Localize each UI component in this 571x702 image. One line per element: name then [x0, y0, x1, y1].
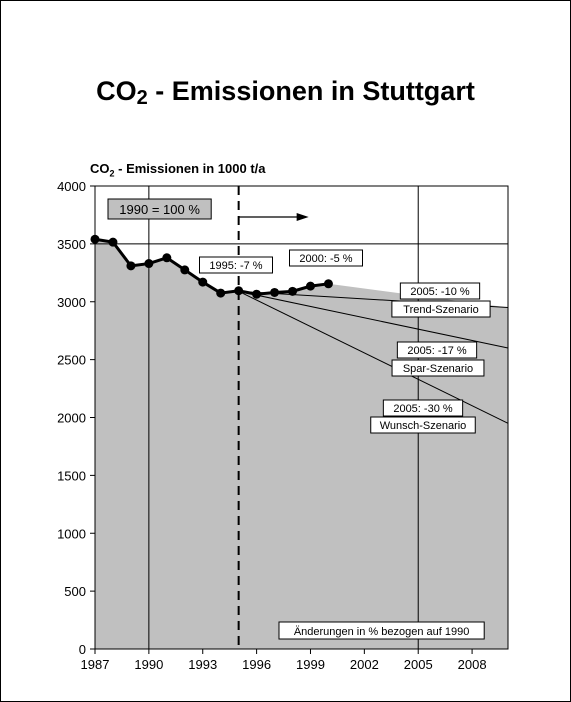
y-tick-label-500: 500 [64, 584, 86, 599]
note-box [278, 621, 485, 640]
y-tick-label-3000: 3000 [57, 295, 86, 310]
data-point-1994 [216, 288, 226, 298]
data-point-1988 [108, 237, 118, 247]
annotation-2000: 2000: -5 % [299, 253, 352, 265]
base-annotation-box [107, 198, 212, 220]
x-tick-label-2005: 2005 [404, 657, 433, 672]
annotation-1995-box [199, 256, 273, 274]
y-tick-label-1500: 1500 [57, 468, 86, 483]
y-tick-label-2000: 2000 [57, 411, 86, 426]
scenario-label-2-box [396, 341, 478, 359]
x-tick-label-1987: 1987 [81, 657, 110, 672]
data-point-1995 [234, 286, 244, 296]
data-point-1991 [162, 253, 172, 263]
scenario-label-1-box [399, 282, 481, 300]
scenario-label-2: 2005: -17 % [407, 345, 467, 357]
scenario-label-3-box [382, 399, 464, 417]
y-tick-label-4000: 4000 [57, 179, 86, 194]
data-point-1992 [180, 265, 190, 275]
data-point-1999 [305, 281, 315, 291]
data-point-1998 [288, 286, 298, 296]
x-tick-label-1999: 1999 [296, 657, 325, 672]
note-annotation: Änderungen in % bezogen auf 1990 [294, 626, 470, 638]
scenario-line-2 [238, 290, 509, 349]
y-tick-label-1000: 1000 [57, 526, 86, 541]
y-tick-label-0: 0 [79, 642, 86, 657]
x-tick-label-2002: 2002 [350, 657, 379, 672]
data-point-1997 [270, 287, 280, 297]
scenario-name-1: Trend-Szenario [403, 304, 478, 316]
scenario-name-2: Spar-Szenario [403, 363, 473, 375]
arrow-head [296, 213, 309, 221]
data-point-2000 [323, 279, 333, 289]
scenario-label-1: 2005: -10 % [410, 286, 470, 298]
base-annotation: 1990 = 100 % [119, 202, 200, 217]
data-point-1993 [198, 277, 208, 287]
x-tick-label-1993: 1993 [188, 657, 217, 672]
data-point-1989 [126, 261, 136, 271]
scenario-label-3: 2005: -30 % [393, 403, 453, 415]
x-tick-label-1996: 1996 [242, 657, 271, 672]
annotation-2000-box [289, 249, 363, 267]
data-point-1990 [144, 259, 154, 269]
y-tick-label-2500: 2500 [57, 353, 86, 368]
scenario-name-3: Wunsch-Szenario [380, 420, 467, 432]
chart-title: CO2 - Emissionen in Stuttgart [96, 76, 475, 109]
data-point-1987 [90, 234, 100, 244]
scenario-name-3-box [370, 416, 476, 434]
x-tick-label-2008: 2008 [458, 657, 487, 672]
y-axis-title: CO2 - Emissionen in 1000 t/a [90, 161, 266, 179]
data-point-1996 [252, 289, 262, 299]
y-tick-label-3500: 3500 [57, 237, 86, 252]
scenario-name-2-box [391, 359, 485, 377]
x-tick-label-1990: 1990 [134, 657, 163, 672]
scenario-name-1-box [391, 300, 491, 318]
annotation-1995: 1995: -7 % [209, 260, 262, 272]
